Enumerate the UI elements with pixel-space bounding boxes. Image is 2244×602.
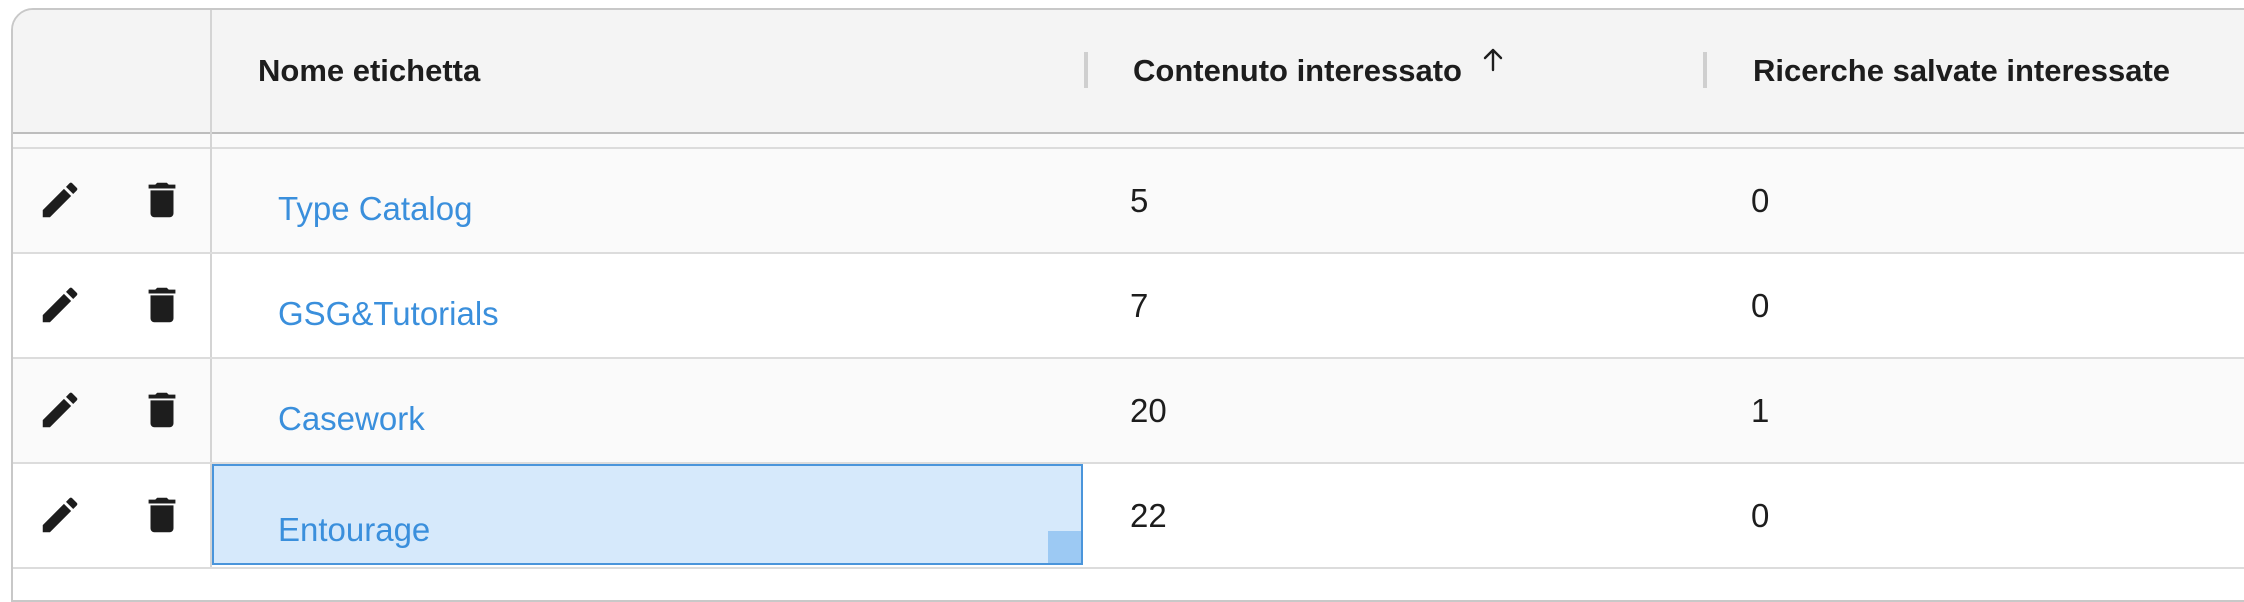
action-column-divider	[210, 10, 212, 146]
action-column-divider	[210, 359, 212, 462]
column-header-searches[interactable]: Ricerche salvate interessate	[1753, 10, 2170, 132]
label-name-link[interactable]: Entourage	[278, 510, 431, 548]
delete-button[interactable]	[135, 488, 189, 542]
column-resize-handle-content[interactable]	[1703, 52, 1707, 88]
table-header: Nome etichetta Contenuto interessato Ric…	[13, 10, 2244, 146]
scroll-band	[13, 134, 2244, 149]
edit-button[interactable]	[33, 383, 87, 437]
table-row[interactable]: Entourage 22 0	[13, 464, 2244, 569]
content-count: 7	[1130, 286, 1149, 324]
column-header-content[interactable]: Contenuto interessato	[1133, 10, 1504, 132]
label-name-link[interactable]: Casework	[278, 399, 425, 437]
fill-handle[interactable]	[1048, 531, 1081, 563]
table-row[interactable]: Casework 20 1	[13, 359, 2244, 464]
pencil-icon	[42, 182, 78, 218]
table-row[interactable]: Type Catalog 5 0	[13, 149, 2244, 254]
trash-icon	[148, 182, 176, 218]
pencil-icon	[42, 287, 78, 323]
saved-searches-count: 0	[1751, 496, 1770, 534]
saved-searches-count: 0	[1751, 181, 1770, 219]
edit-button[interactable]	[33, 278, 87, 332]
trash-icon	[148, 392, 176, 428]
label-name-link[interactable]: Type Catalog	[278, 189, 473, 227]
selected-cell[interactable]	[212, 464, 1083, 565]
delete-button[interactable]	[135, 173, 189, 227]
column-header-content-label: Contenuto interessato	[1133, 53, 1462, 88]
trash-icon	[148, 497, 176, 533]
edit-button[interactable]	[33, 488, 87, 542]
column-header-name[interactable]: Nome etichetta	[258, 10, 480, 132]
saved-searches-count: 1	[1751, 391, 1770, 429]
content-count: 22	[1130, 496, 1167, 534]
label-name-link[interactable]: GSG&Tutorials	[278, 294, 499, 332]
content-count: 20	[1130, 391, 1167, 429]
edit-button[interactable]	[33, 173, 87, 227]
labels-table: Nome etichetta Contenuto interessato Ric…	[11, 8, 2244, 602]
table-row[interactable]: GSG&Tutorials 7 0	[13, 254, 2244, 359]
delete-button[interactable]	[135, 278, 189, 332]
action-column-divider	[210, 149, 212, 252]
content-count: 5	[1130, 181, 1149, 219]
pencil-icon	[42, 497, 78, 533]
column-resize-handle-name[interactable]	[1084, 52, 1088, 88]
delete-button[interactable]	[135, 383, 189, 437]
band-divider	[210, 134, 212, 149]
saved-searches-count: 0	[1751, 286, 1770, 324]
arrow-up-icon[interactable]	[1482, 48, 1504, 72]
column-header-name-label: Nome etichetta	[258, 53, 481, 88]
pencil-icon	[42, 392, 78, 428]
action-column-divider	[210, 464, 212, 567]
trash-icon	[148, 287, 176, 323]
action-column-divider	[210, 254, 212, 357]
column-header-searches-label: Ricerche salvate interessate	[1753, 53, 2171, 88]
